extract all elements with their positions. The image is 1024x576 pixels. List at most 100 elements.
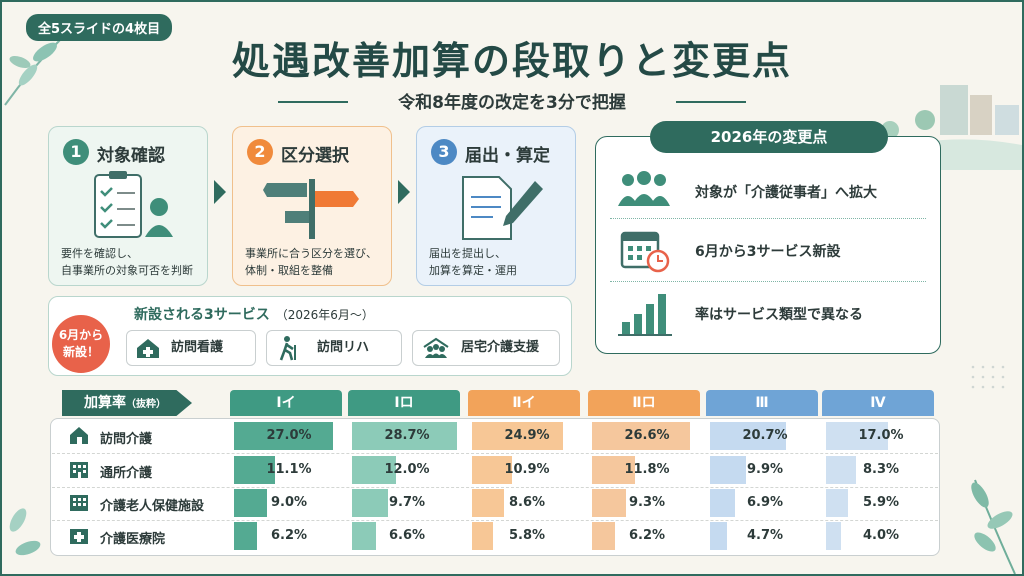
change-item-2: 6月から3サービス新設 [695, 244, 841, 260]
leaf-decoration-bottom-left [9, 508, 41, 556]
rate-cell: 17.0% [826, 422, 936, 450]
row-divider [52, 453, 938, 454]
rate-value: 9.0% [270, 495, 308, 510]
step-description: 事業所に合う区分を選び、 体制・取組を整備 [245, 247, 377, 277]
rate-bar [472, 422, 564, 450]
rate-bar [352, 456, 396, 484]
rate-bar [710, 522, 728, 550]
dot-pattern-decoration [971, 365, 1005, 389]
step-number: 3 [431, 139, 457, 165]
step-card-1: 1 対象確認 要件を確認し、 自事業所の対象可否を判断 [48, 126, 208, 286]
rate-cell: 4.0% [826, 522, 936, 550]
rate-bar [592, 522, 615, 550]
rate-bar [826, 522, 841, 550]
rate-bar [592, 422, 690, 450]
rate-bar [710, 456, 747, 484]
rate-cell: 28.7% [352, 422, 462, 450]
rate-cell: 9.9% [710, 456, 820, 484]
people-icon [618, 171, 670, 206]
service-care-support: 居宅介護支援 [412, 330, 560, 366]
leaf-decoration-bottom-right [971, 479, 1016, 574]
rate-bar [826, 456, 857, 484]
house-medical-icon [137, 339, 159, 358]
rate-cell: 6.2% [234, 522, 344, 550]
row-label: 介護医療院 [100, 532, 166, 547]
rate-bar [710, 422, 786, 450]
rate-value: 11.8% [624, 462, 670, 477]
rate-cell: 10.9% [472, 456, 582, 484]
rate-cell: 26.6% [592, 422, 702, 450]
document-pen-icon [462, 176, 543, 240]
rate-cell: 11.1% [234, 456, 344, 484]
rate-table-label: 加算率（抜粋） [62, 390, 192, 416]
checklist-icon [94, 171, 173, 238]
rate-cell: 20.7% [710, 422, 820, 450]
service-home-rehab: 訪問リハ [266, 330, 402, 366]
rate-cell: 5.8% [472, 522, 582, 550]
rate-cell: 9.0% [234, 489, 344, 517]
facility-icon [68, 492, 90, 516]
rate-value: 17.0% [858, 428, 904, 443]
rate-bar [710, 489, 736, 517]
row-label: 通所介護 [100, 466, 153, 481]
rate-value: 6.2% [270, 528, 308, 543]
rate-cell: 6.6% [352, 522, 462, 550]
people-group-icon [423, 337, 449, 358]
rate-bar [352, 489, 388, 517]
rate-bar [234, 456, 275, 484]
rate-value: 28.7% [384, 428, 430, 443]
column-header-4: Ⅱロ [588, 390, 700, 416]
new-badge: 6月から 新設！ [52, 315, 110, 373]
rate-value: 26.6% [624, 428, 670, 443]
rate-value: 27.0% [266, 428, 312, 443]
new-services-title: 新設される3サービス （2026年6月〜） [134, 307, 374, 323]
rate-value: 12.0% [384, 462, 430, 477]
bar-chart-icon [618, 294, 672, 336]
rate-cell: 9.7% [352, 489, 462, 517]
row-label: 訪問介護 [100, 432, 153, 447]
rate-bar [826, 489, 848, 517]
rate-bar [234, 522, 257, 550]
change-item-3: 率はサービス類型で異なる [695, 307, 863, 323]
rate-cell: 8.3% [826, 456, 936, 484]
rate-bar [234, 489, 267, 517]
slide-counter-badge: 全5スライドの4枚目 [26, 14, 173, 41]
step-card-2: 2 区分選択 事業所に合う区分を選び、 体制・取組を整備 [232, 126, 392, 286]
rate-cell: 8.6% [472, 489, 582, 517]
step-name: 届出・算定 [465, 146, 550, 166]
rate-value: 20.7% [742, 428, 788, 443]
rate-value: 8.6% [508, 495, 546, 510]
signpost-icon [263, 179, 359, 239]
rate-bar [352, 422, 458, 450]
leaf-decoration-top-left [4, 39, 61, 106]
column-header-5: Ⅲ [706, 390, 818, 416]
rate-cell: 9.3% [592, 489, 702, 517]
column-header-3: Ⅱイ [468, 390, 580, 416]
walking-person-icon [279, 336, 296, 361]
rate-value: 4.0% [862, 528, 900, 543]
rate-value: 6.2% [628, 528, 666, 543]
rate-value: 6.9% [746, 495, 784, 510]
rate-value: 5.8% [508, 528, 546, 543]
column-header-1: Ⅰイ [230, 390, 342, 416]
column-header-6: Ⅳ [822, 390, 934, 416]
rate-bar [472, 456, 512, 484]
rate-bar [826, 422, 889, 450]
step-card-3: 3 届出・算定 届出を提出し、 加算を算定・運用 [416, 126, 576, 286]
step-number: 2 [247, 139, 273, 165]
page-subtitle: 令和8年度の改定を3分で把握 [398, 93, 626, 113]
hospital-icon [68, 525, 90, 549]
row-divider [52, 520, 938, 521]
change-divider-2 [610, 281, 926, 282]
rate-value: 6.6% [388, 528, 426, 543]
service-home-nursing: 訪問看護 [126, 330, 256, 366]
rate-bar [592, 489, 627, 517]
step-arrow-2 [398, 180, 410, 204]
column-header-2: Ⅰロ [348, 390, 460, 416]
rate-cell: 4.7% [710, 522, 820, 550]
row-label: 介護老人保健施設 [100, 499, 205, 514]
rate-cell: 12.0% [352, 456, 462, 484]
rate-value: 8.3% [862, 462, 900, 477]
rate-value: 9.3% [628, 495, 666, 510]
